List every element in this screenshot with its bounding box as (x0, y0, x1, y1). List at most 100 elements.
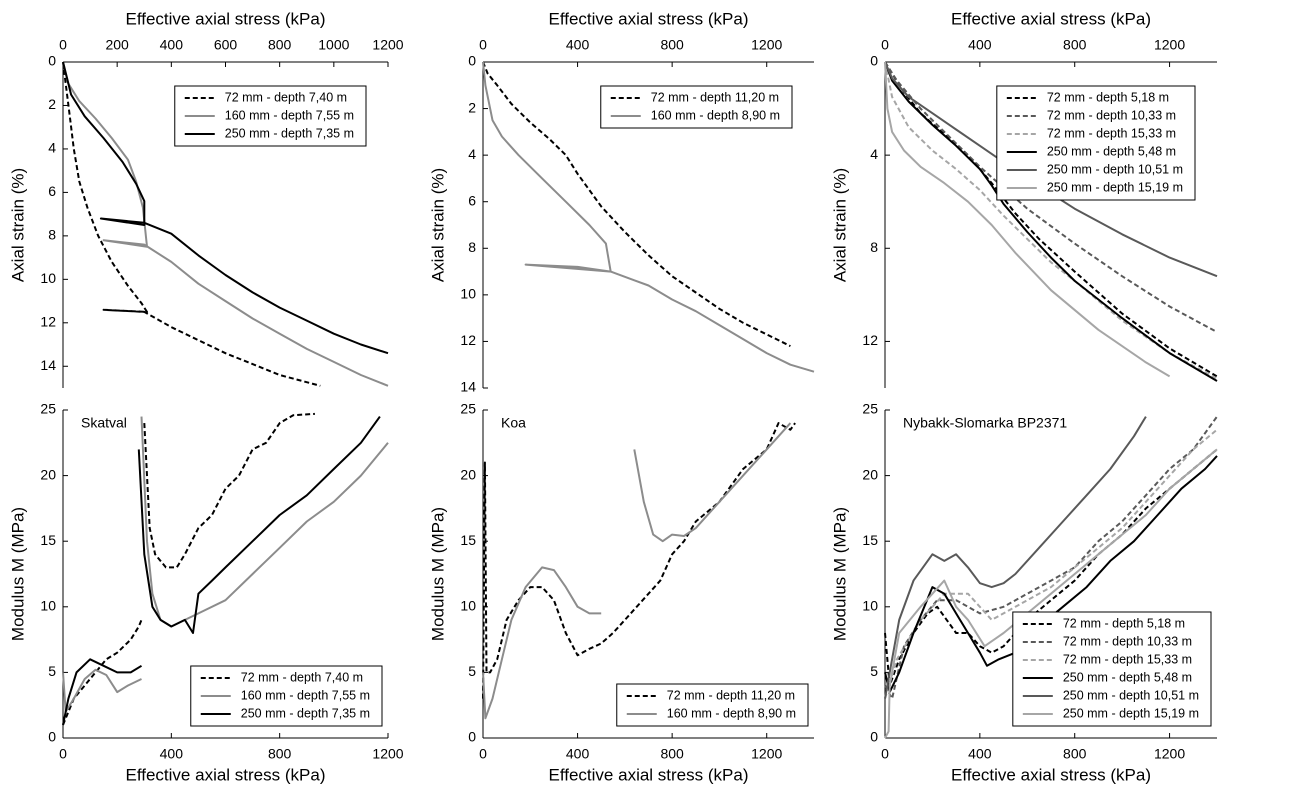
x-tick-label: 400 (566, 746, 590, 762)
legend-label: 250 mm - depth 15,19 m (1047, 180, 1183, 194)
y-tick-label: 25 (460, 401, 476, 417)
data-line (482, 422, 796, 699)
x-tick-label: 0 (479, 37, 487, 53)
x-tick-label: 0 (881, 37, 889, 53)
legend: 72 mm - depth 5,18 m 72 mm - depth 10,33 … (1012, 611, 1212, 727)
legend-label: 72 mm - depth 7,40 m (225, 90, 347, 104)
x-tick-label: 600 (214, 37, 238, 53)
data-line (884, 448, 1218, 739)
x-tick-label: 800 (268, 746, 292, 762)
y-axis-title: Axial strain (%) (8, 168, 27, 282)
y-axis-title: Modulus M (MPa) (8, 507, 27, 641)
data-line (62, 416, 389, 713)
y-axis-title: Axial strain (%) (428, 168, 447, 282)
y-tick-label: 10 (862, 598, 878, 614)
y-tick-label: 20 (862, 466, 878, 482)
x-tick-label: 800 (1063, 37, 1087, 53)
data-line (62, 412, 315, 726)
x-tick-label: 800 (268, 37, 292, 53)
legend: 72 mm - depth 11,20 m 160 mm - depth 8,90… (616, 683, 809, 727)
x-tick-label: 400 (968, 37, 992, 53)
legend-box (996, 85, 1196, 201)
panel: 0 200 400 600 800 1000 1200 0 2 4 6 8 10 12 14 Effectiv… (8, 9, 404, 388)
legend-label: 160 mm - depth 7,55 m (225, 108, 354, 122)
x-tick-label: 400 (160, 37, 184, 53)
legend-label: 250 mm - depth 15,19 m (1063, 706, 1199, 720)
legend-label: 72 mm - depth 15,33 m (1063, 652, 1192, 666)
legend: 72 mm - depth 7,40 m 160 mm - depth 7,55 … (190, 665, 383, 727)
legend-label: 72 mm - depth 5,18 m (1047, 90, 1169, 104)
legend-label: 250 mm - depth 7,35 m (241, 706, 370, 720)
data-line (62, 61, 321, 387)
y-tick-label: 0 (468, 53, 476, 69)
y-tick-label: 0 (468, 729, 476, 745)
x-tick-label: 1200 (1154, 37, 1185, 53)
y-tick-label: 12 (862, 332, 878, 348)
data-line (884, 416, 1147, 699)
legend-label: 250 mm - depth 10,51 m (1063, 688, 1199, 702)
legend-label: 72 mm - depth 11,20 m (651, 90, 779, 104)
y-tick-label: 15 (862, 532, 878, 548)
y-tick-label: 10 (40, 270, 56, 286)
y-tick-label: 0 (870, 729, 878, 745)
x-tick-label: 800 (660, 746, 684, 762)
legend: 72 mm - depth 11,20 m 160 mm - depth 8,90… (600, 85, 793, 129)
x-tick-label: 400 (968, 746, 992, 762)
x-tick-label: 1200 (751, 37, 782, 53)
data-line (62, 61, 389, 355)
legend-label: 250 mm - depth 7,35 m (225, 126, 354, 140)
y-tick-label: 6 (468, 192, 476, 208)
x-tick-label: 1200 (1154, 746, 1185, 762)
x-tick-label: 200 (105, 37, 129, 53)
y-tick-label: 2 (468, 99, 476, 115)
x-tick-label: 0 (59, 37, 67, 53)
data-line (884, 455, 1218, 694)
y-tick-label: 4 (468, 146, 476, 162)
y-tick-label: 5 (468, 663, 476, 679)
data-line (884, 61, 1218, 278)
y-tick-label: 0 (48, 729, 56, 745)
legend-box (600, 85, 793, 129)
x-tick-label: 1200 (372, 746, 403, 762)
y-tick-label: 20 (40, 466, 56, 482)
y-axis-title: Modulus M (MPa) (830, 507, 849, 641)
legend: 72 mm - depth 5,18 m 72 mm - depth 10,33 … (996, 85, 1196, 201)
y-tick-label: 14 (460, 379, 476, 395)
y-tick-label: 8 (870, 239, 878, 255)
y-tick-label: 20 (460, 466, 476, 482)
data-line (482, 61, 815, 373)
legend-label: 72 mm - depth 10,33 m (1063, 634, 1192, 648)
legend-label: 160 mm - depth 8,90 m (667, 706, 796, 720)
legend-box (616, 683, 809, 727)
legend-box (1012, 611, 1212, 727)
y-tick-label: 4 (870, 146, 878, 162)
y-tick-label: 12 (460, 332, 476, 348)
legend-label: 160 mm - depth 7,55 m (241, 688, 370, 702)
y-tick-label: 0 (870, 53, 878, 69)
y-tick-label: 10 (40, 598, 56, 614)
y-tick-label: 8 (468, 239, 476, 255)
x-axis-title: Effective axial stress (kPa) (951, 9, 1151, 28)
data-line (884, 61, 1171, 378)
legend-label: 72 mm - depth 5,18 m (1063, 616, 1185, 630)
y-tick-label: 5 (870, 663, 878, 679)
y-tick-label: 10 (460, 598, 476, 614)
legend-label: 250 mm - depth 10,51 m (1047, 162, 1183, 176)
y-axis-title: Axial strain (%) (830, 168, 849, 282)
site-label: Koa (501, 415, 526, 431)
data-line (62, 61, 389, 387)
site-label: Skatval (81, 415, 127, 431)
legend-label: 72 mm - depth 7,40 m (241, 670, 363, 684)
legend-label: 72 mm - depth 10,33 m (1047, 108, 1176, 122)
data-line (482, 61, 791, 347)
panel: 0 400 800 1200 0 5 10 15 20 25 Effective axial str… (428, 401, 814, 784)
y-tick-label: 0 (48, 53, 56, 69)
x-tick-label: 1200 (751, 746, 782, 762)
y-tick-label: 12 (40, 314, 56, 330)
x-tick-label: 400 (566, 37, 590, 53)
y-tick-label: 2 (48, 96, 56, 112)
x-axis-title: Effective axial stress (kPa) (126, 765, 326, 784)
legend-label: 250 mm - depth 5,48 m (1063, 670, 1192, 684)
y-tick-label: 14 (40, 357, 56, 373)
data-line (884, 428, 1218, 699)
